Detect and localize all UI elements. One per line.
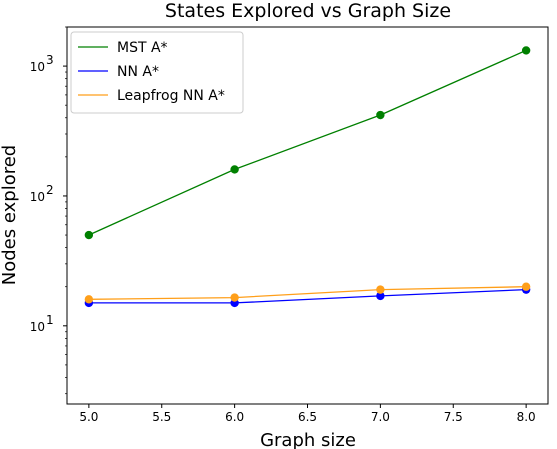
data-point-leapfrog-nn-a bbox=[84, 295, 94, 304]
series-line-mst-a bbox=[88, 49, 527, 236]
data-point-leapfrog-nn-a bbox=[376, 285, 385, 294]
chart-title: States Explored vs Graph Size bbox=[165, 0, 451, 22]
legend-label: NN A* bbox=[117, 64, 159, 80]
x-tick-label: 6.5 bbox=[298, 410, 317, 424]
plot-area bbox=[84, 46, 531, 308]
x-axis-title: Graph size bbox=[260, 430, 356, 449]
y-axis-title: Nodes explored bbox=[0, 145, 20, 285]
x-tick-label: 5.5 bbox=[152, 410, 171, 424]
legend: MST A* NN A* Leapfrog NN A* bbox=[70, 31, 244, 114]
data-point-leapfrog-nn-a bbox=[521, 282, 531, 291]
y-tick-exponent: 2 bbox=[46, 183, 54, 197]
legend-box bbox=[70, 31, 244, 114]
x-axis: 5.0 5.5 6.0 6.5 7.0 7.5 8.0 bbox=[79, 404, 536, 424]
x-tick-label: 8.0 bbox=[517, 410, 536, 424]
legend-label: MST A* bbox=[117, 40, 168, 56]
series-line-leapfrog-nn-a bbox=[88, 286, 527, 300]
x-tick-label: 6.0 bbox=[225, 410, 244, 424]
y-tick-label: 10 bbox=[30, 60, 45, 74]
y-tick-label: 10 bbox=[30, 320, 45, 334]
y-tick-label: 10 bbox=[30, 190, 45, 204]
x-tick-label: 7.0 bbox=[371, 410, 390, 424]
series-line-nn-a bbox=[88, 288, 527, 304]
y-tick-exponent: 3 bbox=[46, 53, 54, 67]
data-point-mst-a bbox=[230, 165, 239, 174]
x-tick-label: 7.5 bbox=[444, 410, 463, 424]
data-point-leapfrog-nn-a bbox=[230, 293, 239, 302]
legend-label: Leapfrog NN A* bbox=[117, 88, 225, 104]
data-point-nn-a bbox=[376, 291, 385, 301]
x-tick-label: 5.0 bbox=[79, 410, 98, 424]
data-point-mst-a bbox=[521, 46, 531, 55]
y-tick-exponent: 1 bbox=[46, 313, 54, 327]
data-point-mst-a bbox=[84, 230, 94, 240]
data-point-mst-a bbox=[376, 110, 385, 120]
